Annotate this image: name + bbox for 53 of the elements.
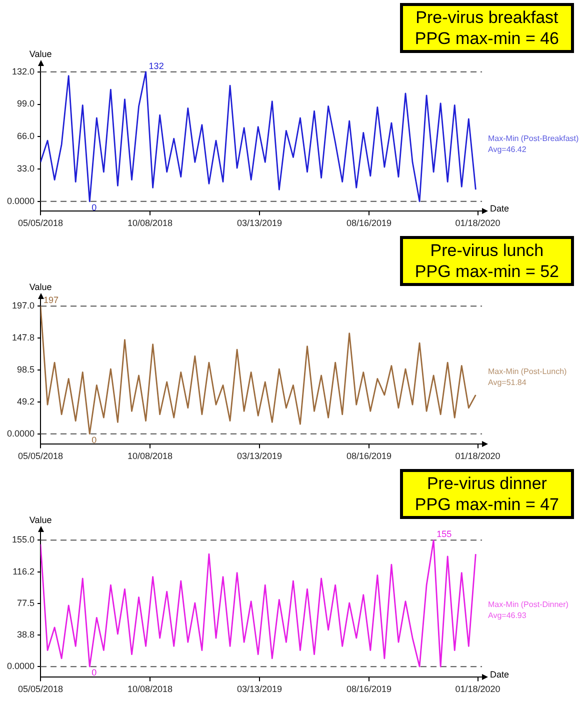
x-tick-label: 03/13/2019	[236, 218, 282, 228]
x-axis-title: Date	[490, 670, 510, 680]
y-tick-label: 0.0000	[6, 661, 35, 672]
text: Avg=51.84	[488, 378, 527, 387]
x-tick-label: 10/08/2018	[127, 451, 173, 462]
y-tick-label: 49.2	[16, 396, 35, 406]
y-tick-label: 66.0	[16, 131, 35, 142]
y-tick-label: 116.2	[12, 566, 35, 576]
x-tick-label: 08/16/2019	[346, 451, 392, 462]
y-axis-title: Value	[29, 48, 52, 59]
y-tick-label: 155.0	[12, 534, 35, 545]
annotation: 0	[92, 202, 97, 212]
y-axis-title: Value	[29, 514, 52, 525]
x-tick-label: 10/08/2018	[127, 218, 173, 228]
annotation: 132	[148, 60, 164, 71]
chart-subtitle: PPG max-min = 52	[414, 261, 559, 282]
y-tick-label: 38.8	[16, 629, 35, 640]
annotation: 0	[92, 434, 97, 445]
x-tick-label: 03/13/2019	[236, 684, 282, 694]
x-tick-label: 01/18/2020	[455, 451, 500, 462]
y-tick-label: 147.8	[12, 332, 35, 343]
y-tick-label: 0.0000	[6, 196, 35, 206]
text: Max-Min (Post-Dinner)	[488, 600, 569, 609]
text: Avg=46.42	[488, 144, 527, 154]
x-tick-label: 01/18/2020	[455, 218, 500, 228]
chart-subtitle: PPG max-min = 46	[414, 28, 559, 49]
x-tick-label: 05/05/2018	[18, 451, 64, 462]
x-tick-label: 05/05/2018	[18, 218, 64, 228]
chart-subtitle: PPG max-min = 47	[414, 494, 559, 515]
x-tick-label: 01/18/2020	[455, 684, 500, 694]
x-tick-label: 03/13/2019	[236, 451, 282, 462]
text: Max-Min (Post-Lunch)	[488, 366, 568, 376]
y-axis-title: Value	[29, 282, 52, 292]
y-tick-label: 99.0	[16, 98, 35, 109]
annotation: 197	[44, 295, 59, 306]
y-tick-label: 77.5	[16, 598, 35, 608]
y-tick-label: 132.0	[12, 66, 35, 76]
annotation: 155	[436, 529, 452, 540]
y-tick-label: 98.5	[16, 364, 35, 374]
chart-title: Pre-virus breakfast	[414, 7, 559, 28]
text: Max-Min (Post-Breakfast)	[488, 134, 580, 143]
x-tick-label: 05/05/2018	[18, 684, 64, 694]
x-tick-label: 10/08/2018	[127, 684, 173, 694]
x-axis-title: Date	[490, 204, 510, 214]
y-tick-label: 0.0000	[6, 428, 35, 438]
chart-title: Pre-virus dinner	[426, 473, 548, 494]
x-tick-label: 08/16/2019	[346, 684, 392, 694]
annotation: 0	[92, 668, 97, 678]
x-tick-label: 08/16/2019	[346, 218, 392, 228]
chart-title: Pre-virus lunch	[429, 240, 545, 261]
y-tick-label: 197.0	[12, 300, 35, 311]
y-tick-label: 33.0	[16, 164, 35, 174]
text: Avg=46.93	[488, 610, 527, 620]
